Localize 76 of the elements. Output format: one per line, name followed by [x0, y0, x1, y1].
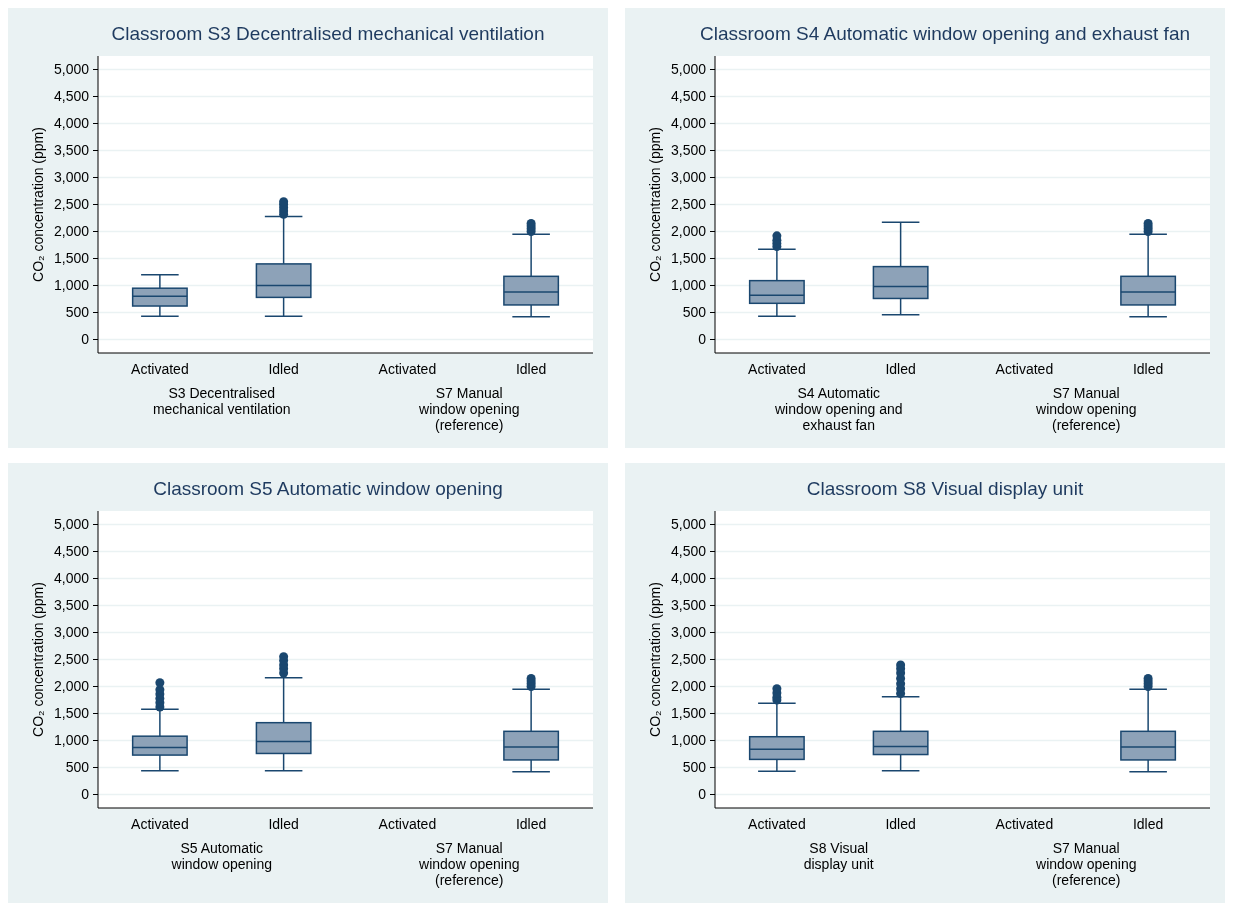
y-tick-label: 4,000 — [670, 115, 707, 132]
y-tick-label: 0 — [81, 331, 90, 348]
y-tick-label: 4,000 — [53, 570, 90, 587]
text: S7 Manual window opening (reference) — [1035, 840, 1137, 888]
x-tick-label: Activated — [995, 361, 1054, 377]
text: S3 Decentralised mechanical ventilation — [152, 385, 291, 417]
x-tick-label: Idled — [885, 816, 916, 832]
y-tick-label: 1,000 — [53, 732, 90, 749]
y-tick-label: 2,000 — [670, 223, 707, 240]
y-tick-label: 4,000 — [670, 570, 707, 587]
y-tick-label: 5,000 — [53, 516, 90, 533]
x-tick-label: Activated — [748, 361, 806, 377]
y-tick-label: 4,000 — [53, 115, 90, 132]
y-tick-label: 3,000 — [670, 624, 707, 641]
y-tick-label: 2,000 — [670, 678, 707, 695]
chart-title: Classroom S5 Automatic window opening — [153, 478, 503, 499]
y-tick-label: 0 — [698, 331, 707, 348]
y-tick-label: 0 — [81, 786, 90, 803]
chart-title: Classroom S4 Automatic window opening and exhaust fan — [699, 23, 1191, 44]
y-tick-label: 1,000 — [670, 732, 707, 749]
text: S7 Manual window opening (reference) — [418, 840, 520, 888]
y-tick-label: 5,000 — [670, 61, 707, 78]
y-tick-label: 2,000 — [53, 678, 90, 695]
y-tick-label: 500 — [65, 304, 90, 321]
y-tick-label: 5,000 — [670, 516, 707, 533]
y-tick-label: 4,500 — [670, 543, 707, 560]
x-tick-label: Activated — [748, 816, 806, 832]
y-axis-title: CO₂ concentration (ppm) — [30, 127, 46, 282]
text: S5 Automatic window opening — [170, 840, 272, 872]
x-tick-label: Idled — [515, 361, 547, 377]
x-tick-label: Activated — [378, 361, 437, 377]
y-tick-label: 1,000 — [670, 277, 707, 294]
chart-title: Classroom S3 Decentralised mechanical ventilation — [111, 23, 545, 44]
x-tick-label: Activated — [378, 816, 437, 832]
x-tick-label: Idled — [268, 361, 299, 377]
y-tick-label: 1,500 — [53, 705, 90, 722]
x-tick-label: Idled — [1132, 816, 1164, 832]
y-tick-label: 1,500 — [670, 250, 707, 267]
y-tick-label: 2,500 — [53, 196, 90, 213]
x-tick-label: Idled — [268, 816, 299, 832]
y-tick-label: 3,000 — [670, 169, 707, 186]
x-tick-label: Activated — [995, 816, 1054, 832]
y-tick-label: 1,000 — [53, 277, 90, 294]
text: S4 Automatic window opening and exhaust fan — [773, 385, 903, 433]
y-axis-title: CO₂ concentration (ppm) — [647, 582, 663, 737]
chart-title: Classroom S8 Visual display unit — [806, 478, 1084, 499]
y-tick-label: 4,500 — [53, 543, 90, 560]
y-tick-label: 1,500 — [670, 705, 707, 722]
y-tick-label: 1,500 — [53, 250, 90, 267]
y-tick-label: 3,500 — [53, 142, 90, 159]
text: S7 Manual window opening (reference) — [1035, 385, 1137, 433]
y-tick-label: 5,000 — [53, 61, 90, 78]
y-tick-label: 500 — [682, 304, 707, 321]
y-tick-label: 500 — [682, 759, 707, 776]
x-tick-label: Idled — [1132, 361, 1164, 377]
y-tick-label: 0 — [698, 786, 707, 803]
x-tick-label: Idled — [515, 816, 547, 832]
x-tick-label: Idled — [885, 361, 916, 377]
y-tick-label: 3,500 — [670, 597, 707, 614]
y-tick-label: 2,000 — [53, 223, 90, 240]
x-tick-label: Activated — [131, 361, 189, 377]
y-tick-label: 3,500 — [670, 142, 707, 159]
y-tick-label: 3,500 — [53, 597, 90, 614]
y-tick-label: 3,000 — [53, 624, 90, 641]
y-axis-title: CO₂ concentration (ppm) — [647, 127, 663, 282]
text: S7 Manual window opening (reference) — [418, 385, 520, 433]
x-tick-label: Activated — [131, 816, 189, 832]
text: S8 Visual display unit — [803, 840, 874, 872]
y-tick-label: 2,500 — [670, 651, 707, 668]
y-tick-label: 2,500 — [53, 651, 90, 668]
y-tick-label: 500 — [65, 759, 90, 776]
y-tick-label: 4,500 — [670, 88, 707, 105]
y-axis-title: CO₂ concentration (ppm) — [30, 582, 46, 737]
y-tick-label: 3,000 — [53, 169, 90, 186]
y-tick-label: 4,500 — [53, 88, 90, 105]
y-tick-label: 2,500 — [670, 196, 707, 213]
